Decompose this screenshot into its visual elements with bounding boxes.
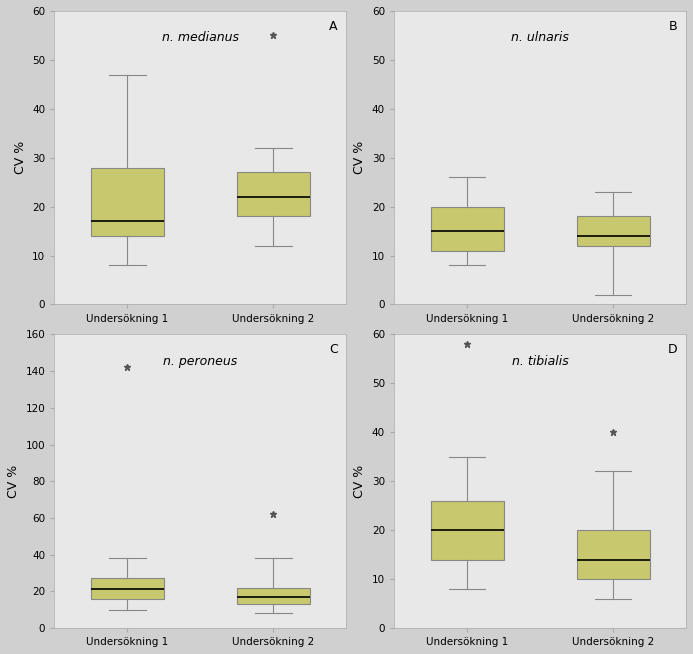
Y-axis label: CV %: CV % [14,141,26,175]
FancyBboxPatch shape [237,588,310,604]
FancyBboxPatch shape [91,579,164,598]
Text: C: C [328,343,337,356]
FancyBboxPatch shape [91,167,164,236]
Text: n. peroneus: n. peroneus [163,355,238,368]
Text: n. medianus: n. medianus [161,31,239,44]
Text: B: B [669,20,677,33]
Text: D: D [667,343,677,356]
Text: A: A [329,20,337,33]
Y-axis label: CV %: CV % [353,464,367,498]
FancyBboxPatch shape [577,530,649,579]
FancyBboxPatch shape [237,173,310,216]
FancyBboxPatch shape [430,501,504,560]
Y-axis label: CV %: CV % [353,141,367,175]
FancyBboxPatch shape [577,216,649,246]
FancyBboxPatch shape [430,207,504,250]
Text: n. tibialis: n. tibialis [511,355,568,368]
Y-axis label: CV %: CV % [7,464,20,498]
Text: n. ulnaris: n. ulnaris [511,31,569,44]
